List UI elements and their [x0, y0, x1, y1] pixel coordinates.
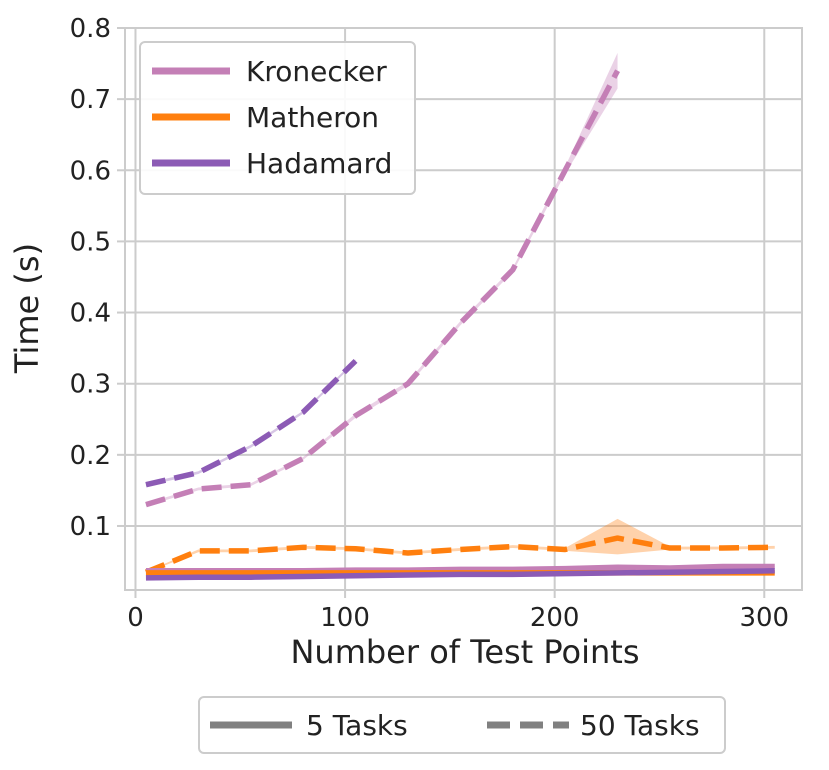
- y-axis-label: Time (s): [8, 243, 46, 374]
- legend-label-kronecker: Kronecker: [246, 55, 387, 88]
- legend-label-hadamard: Hadamard: [246, 147, 392, 180]
- y-tick-label: 0.1: [70, 512, 111, 542]
- y-tick-label: 0.7: [70, 85, 111, 115]
- legend-methods: Kronecker Matheron Hadamard: [139, 41, 416, 195]
- y-tick-label: 0.3: [70, 370, 111, 400]
- x-axis-label: Number of Test Points: [290, 633, 639, 671]
- y-tick-label: 0.4: [70, 299, 111, 329]
- y-tick-label: 0.2: [70, 441, 111, 471]
- plot-frame-border: [124, 27, 803, 591]
- hadamard-5-tasks-line: [145, 568, 775, 581]
- x-tick-label: 300: [739, 603, 789, 633]
- x-tick-label: 100: [320, 603, 370, 633]
- legend-styles: 5 Tasks 50 Tasks: [198, 696, 726, 754]
- legend-styles-box: [198, 696, 726, 754]
- legend-label-50-tasks: 50 Tasks: [580, 709, 700, 742]
- y-tick-label: 0.5: [70, 227, 111, 257]
- x-tick-label: 200: [530, 603, 580, 633]
- axis-ticks: 0 100 200 300 0.1 0.2 0.3 0.4 0.5 0.6 0.7 0.8: [70, 14, 789, 633]
- matheron-50-tasks-line: [144, 535, 775, 575]
- legend-methods-box: [139, 41, 416, 195]
- x-tick-label: 0: [127, 603, 144, 633]
- plot-frame: [124, 27, 803, 591]
- kronecker-50-tasks-line: [145, 69, 620, 508]
- hadamard-50-tasks-line: [145, 358, 358, 488]
- legend-label-matheron: Matheron: [246, 101, 379, 134]
- y-tick-label: 0.6: [70, 156, 111, 186]
- legend-label-5-tasks: 5 Tasks: [306, 709, 408, 742]
- series-lines: [144, 69, 775, 581]
- hadamard-50-tasks-band: [145, 359, 356, 487]
- matheron-50-tasks-band: [145, 518, 775, 573]
- y-tick-label: 0.8: [70, 14, 111, 44]
